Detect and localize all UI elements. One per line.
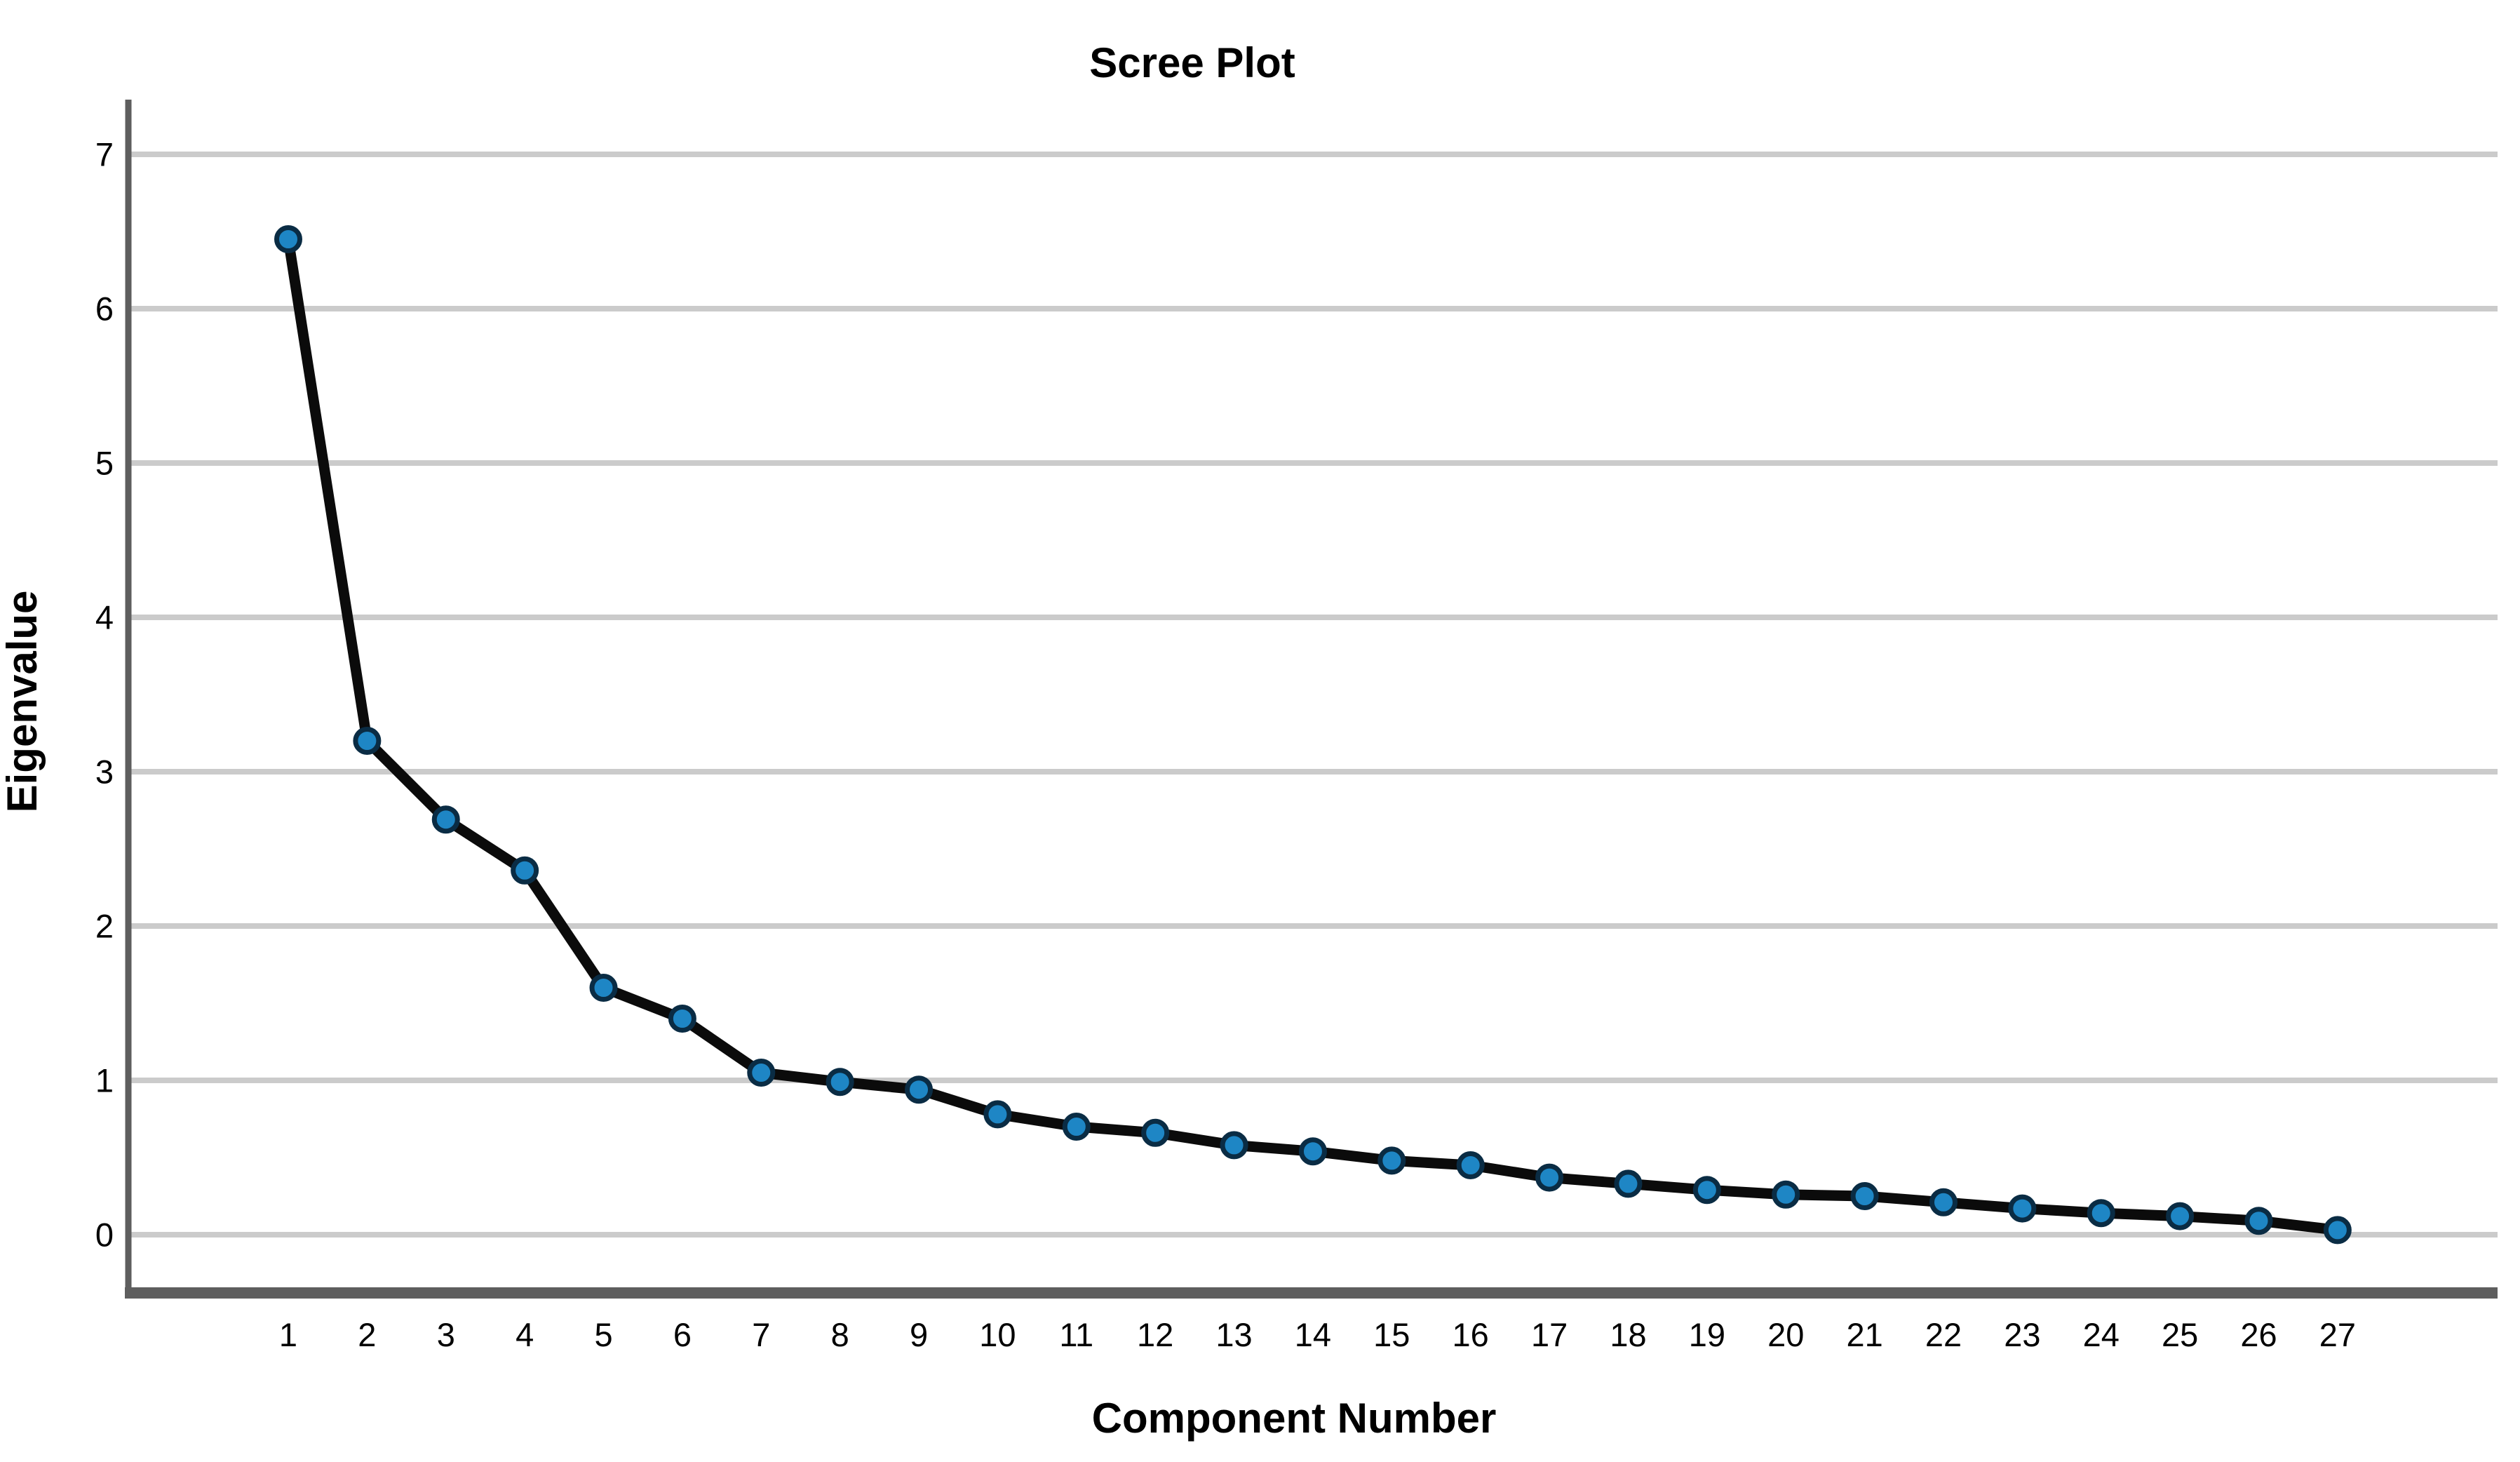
y-tick-label: 4 [95, 598, 114, 636]
y-tick-label: 7 [95, 135, 114, 173]
x-tick-label: 26 [2240, 1316, 2277, 1353]
x-tick-label: 24 [2083, 1316, 2120, 1353]
data-point [1614, 1169, 1643, 1198]
y-tick-label: 5 [95, 444, 114, 481]
x-tick-label: 12 [1137, 1316, 1173, 1353]
data-point [511, 856, 539, 885]
x-tick-label: 8 [831, 1316, 849, 1353]
x-tick-label: 1 [279, 1316, 297, 1353]
x-tick-label: 17 [1531, 1316, 1568, 1353]
data-point [2008, 1194, 2037, 1223]
y-tick-label: 6 [95, 290, 114, 327]
data-point [1772, 1180, 1800, 1209]
x-tick-label: 7 [752, 1316, 770, 1353]
x-tick-label: 15 [1373, 1316, 1410, 1353]
x-tick-label: 5 [594, 1316, 612, 1353]
x-tick-label: 3 [437, 1316, 455, 1353]
data-point [1062, 1113, 1091, 1141]
data-point [983, 1100, 1012, 1129]
data-point [1692, 1176, 1721, 1205]
x-tick-label: 18 [1610, 1316, 1646, 1353]
x-tick-label: 2 [358, 1316, 376, 1353]
x-tick-label: 9 [910, 1316, 928, 1353]
data-point [1535, 1163, 1564, 1192]
data-point [2244, 1207, 2273, 1235]
data-point [1850, 1182, 1879, 1210]
y-axis-label: Eigenvalue [0, 591, 46, 813]
x-tick-label: 6 [673, 1316, 692, 1353]
x-tick-label: 13 [1215, 1316, 1252, 1353]
data-point [747, 1059, 776, 1087]
x-tick-label: 23 [2004, 1316, 2040, 1353]
data-point [1298, 1137, 1327, 1166]
gridlines [128, 152, 2498, 1238]
y-tick-label: 3 [95, 753, 114, 790]
data-point [1929, 1188, 1958, 1216]
x-tick-label: 22 [1925, 1316, 1962, 1353]
data-point [905, 1075, 934, 1104]
x-tick-label: 14 [1295, 1316, 1331, 1353]
y-axis-tick-labels: 0 1 2 3 4 5 6 7 [95, 135, 114, 1253]
x-tick-label: 19 [1689, 1316, 1725, 1353]
x-tick-label: 20 [1767, 1316, 1804, 1353]
data-point [1141, 1118, 1170, 1147]
data-point [589, 974, 618, 1002]
data-points [274, 225, 2352, 1245]
x-tick-label: 11 [1059, 1316, 1093, 1353]
data-point [826, 1068, 854, 1096]
data-point [353, 727, 382, 755]
data-point [1377, 1146, 1406, 1175]
data-point [431, 805, 460, 834]
data-point [1220, 1131, 1248, 1160]
x-tick-label: 25 [2162, 1316, 2198, 1353]
x-axis-tick-labels: 1 2 3 4 5 6 7 8 9 10 11 12 13 14 15 16 17 18 19 20 21 22 23 24 2… [279, 1316, 2356, 1353]
data-point [1456, 1151, 1485, 1179]
data-point [2166, 1202, 2195, 1230]
y-tick-label: 0 [95, 1216, 114, 1253]
data-point [2323, 1216, 2352, 1245]
x-tick-label: 4 [516, 1316, 534, 1353]
data-point [2087, 1199, 2115, 1228]
data-point [274, 225, 302, 253]
chart-title: Scree Plot [1089, 39, 1295, 86]
x-tick-label: 16 [1453, 1316, 1489, 1353]
data-point [668, 1005, 696, 1033]
y-tick-label: 2 [95, 907, 114, 944]
x-tick-label: 21 [1846, 1316, 1882, 1353]
x-tick-label: 10 [979, 1316, 1016, 1353]
y-tick-label: 1 [95, 1061, 114, 1099]
x-axis-label: Component Number [1092, 1395, 1497, 1442]
x-tick-label: 27 [2319, 1316, 2356, 1353]
